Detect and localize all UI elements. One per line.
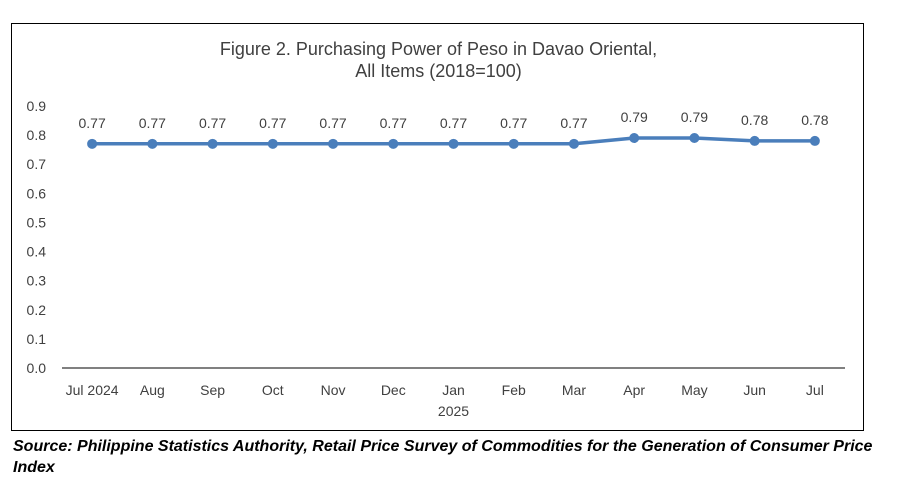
data-point — [568, 138, 579, 149]
data-point — [267, 138, 278, 149]
y-tick-label: 0.1 — [27, 331, 47, 347]
data-point — [689, 133, 700, 144]
y-tick-label: 0.7 — [27, 156, 47, 172]
x-tick-label: Feb — [502, 382, 526, 398]
x-tick-sublabel: 2025 — [438, 403, 469, 419]
data-label: 0.77 — [78, 115, 105, 131]
data-point — [629, 133, 640, 144]
data-label: 0.79 — [681, 109, 708, 125]
data-point — [87, 138, 98, 149]
x-tick-label: Nov — [321, 382, 346, 398]
data-point — [749, 135, 760, 146]
data-point — [508, 138, 519, 149]
data-label: 0.77 — [440, 115, 467, 131]
data-label: 0.79 — [621, 109, 648, 125]
y-tick-label: 0.2 — [27, 302, 47, 318]
line-chart: 0.0 0.1 0.2 0.3 0.4 0.5 0.6 0.7 0.8 0.9 Jul 2024 Au… — [27, 98, 845, 419]
chart-title-line-1: Figure 2. Purchasing Power of Peso in Da… — [219, 39, 658, 59]
data-point — [388, 138, 399, 149]
data-label: 0.77 — [259, 115, 286, 131]
data-label: 0.77 — [319, 115, 346, 131]
x-tick-label: Jul — [806, 382, 824, 398]
data-label: 0.77 — [199, 115, 226, 131]
data-label: 0.77 — [380, 115, 407, 131]
data-label: 0.77 — [139, 115, 166, 131]
data-label: 0.77 — [560, 115, 587, 131]
y-tick-label: 0.4 — [27, 244, 47, 260]
y-tick-label: 0.5 — [27, 214, 47, 230]
chart-frame: Figure 2. Purchasing Power of Peso in Da… — [11, 23, 864, 431]
x-tick-label: Jan — [442, 382, 465, 398]
data-point — [207, 138, 218, 149]
data-point — [809, 135, 820, 146]
y-tick-label: 0.9 — [27, 98, 47, 114]
chart-title: Figure 2. Purchasing Power of Peso in Da… — [12, 38, 865, 82]
data-point — [328, 138, 339, 149]
x-tick-label: May — [681, 382, 707, 398]
data-point — [147, 138, 158, 149]
x-tick-label: Aug — [140, 382, 165, 398]
data-label: 0.77 — [500, 115, 527, 131]
x-tick-label: Jul 2024 — [66, 382, 119, 398]
data-label: 0.78 — [801, 112, 828, 128]
data-label: 0.78 — [741, 112, 768, 128]
data-point — [448, 138, 459, 149]
y-tick-label: 0.3 — [27, 273, 47, 289]
y-tick-label: 0.0 — [27, 360, 47, 376]
chart-title-line-2: All Items (2018=100) — [355, 61, 522, 81]
x-tick-label: Sep — [200, 382, 225, 398]
y-tick-label: 0.8 — [27, 127, 47, 143]
x-tick-label: Oct — [262, 382, 284, 398]
source-note: Source: Philippine Statistics Authority,… — [13, 438, 873, 476]
x-tick-label: Mar — [562, 382, 586, 398]
y-tick-label: 0.6 — [27, 185, 47, 201]
x-tick-label: Dec — [381, 382, 406, 398]
x-tick-label: Jun — [743, 382, 766, 398]
x-tick-label: Apr — [623, 382, 645, 398]
